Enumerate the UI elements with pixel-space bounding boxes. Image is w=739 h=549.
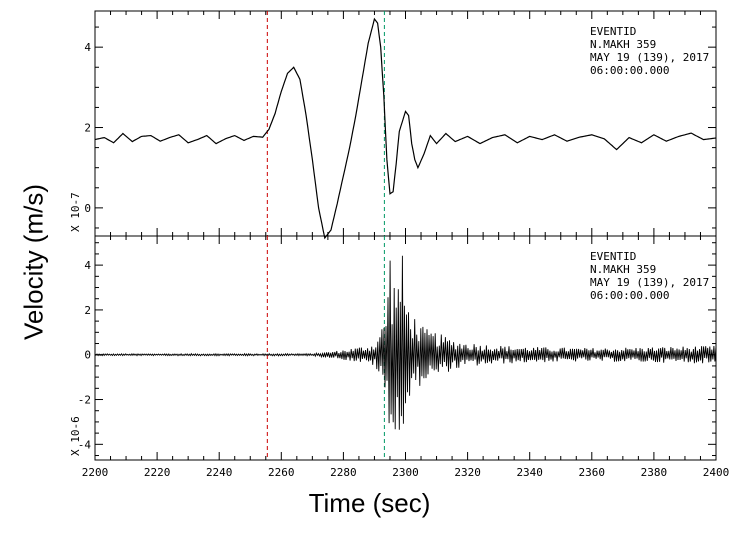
waveform-top: [94, 17, 717, 240]
info-text-line: MAY 19 (139), 2017: [590, 51, 709, 64]
x-tick-label: 2320: [454, 466, 481, 479]
x-tick-label: 2380: [641, 466, 668, 479]
scale-label: X 10-7: [69, 192, 82, 232]
x-tick-label: 2400: [703, 466, 730, 479]
y-tick-label: 4: [84, 41, 91, 54]
x-tick-label: 2340: [516, 466, 543, 479]
y-tick-label: 4: [84, 259, 91, 272]
waveform-bottom: [94, 255, 717, 430]
info-text-line: EVENTID: [590, 250, 636, 263]
y-tick-label: -4: [78, 438, 92, 451]
y-axis-label-wrap: Velocity (m/s): [16, 82, 52, 442]
info-text-line: N.MAKH 359: [590, 38, 656, 51]
info-text-line: EVENTID: [590, 25, 636, 38]
y-tick-label: 2: [84, 122, 91, 135]
x-tick-label: 2280: [330, 466, 357, 479]
x-axis-label: Time (sec): [308, 488, 431, 518]
info-text-line: 06:00:00.000: [590, 64, 669, 77]
x-tick-label: 2200: [82, 466, 109, 479]
info-text-line: MAY 19 (139), 2017: [590, 276, 709, 289]
info-text-line: 06:00:00.000: [590, 289, 669, 302]
y-tick-label: 0: [84, 349, 91, 362]
y-tick-label: -2: [78, 394, 91, 407]
scale-label: X 10-6: [69, 416, 82, 456]
info-text-line: N.MAKH 359: [590, 263, 656, 276]
y-axis-label: Velocity (m/s): [18, 183, 49, 341]
x-tick-label: 2240: [206, 466, 233, 479]
y-tick-label: 2: [84, 304, 91, 317]
x-tick-label: 2360: [579, 466, 606, 479]
x-tick-label: 2220: [144, 466, 171, 479]
y-tick-label: 0: [84, 202, 91, 215]
x-tick-label: 2260: [268, 466, 295, 479]
x-tick-label: 2300: [392, 466, 419, 479]
